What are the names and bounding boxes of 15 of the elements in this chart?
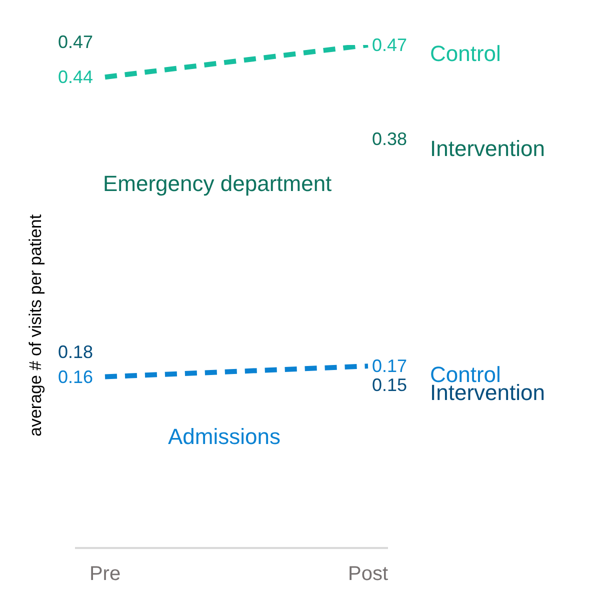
annotation: 0.47: [58, 32, 94, 53]
annotation: 0.18: [58, 342, 94, 363]
annotation: 0.15: [372, 375, 408, 396]
data-label: 0.47: [372, 35, 408, 55]
x-tick-label: Post: [348, 563, 388, 586]
x-tick-label: Pre: [89, 563, 121, 586]
text: Admissions: [168, 424, 280, 450]
annotation: 0.38: [372, 129, 408, 150]
data-label: 0.44: [58, 67, 93, 88]
annotation: Emergency department: [103, 171, 332, 197]
y-axis-title: average # of visits per patient: [26, 214, 46, 436]
text: Control: [430, 41, 501, 66]
annotation: Intervention: [430, 136, 545, 162]
data-label: 0.16: [58, 366, 93, 387]
data-label: 0.17: [372, 356, 408, 376]
